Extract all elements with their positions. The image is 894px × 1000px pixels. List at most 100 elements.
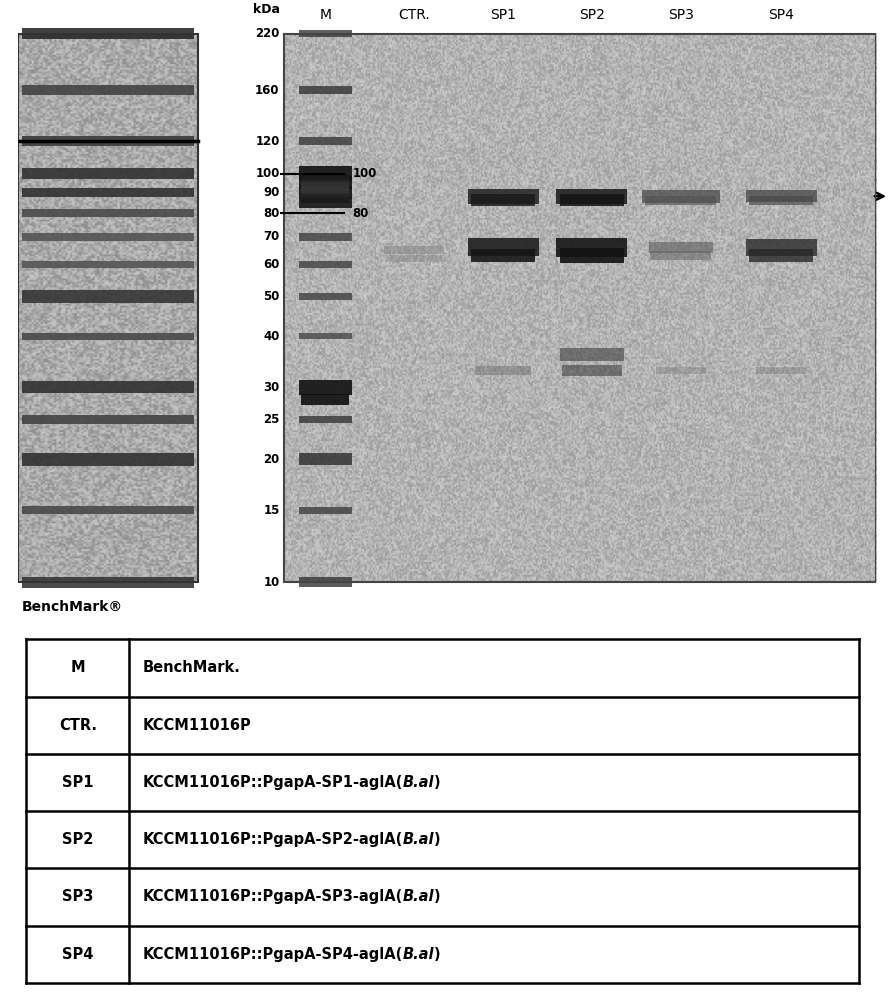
Bar [651, 251, 711, 260]
Bar [22, 506, 194, 514]
Bar [556, 189, 628, 204]
Text: SP1: SP1 [490, 8, 516, 22]
Bar [301, 174, 350, 176]
Text: 30: 30 [264, 381, 280, 394]
Bar [299, 30, 352, 37]
Text: 40: 40 [263, 330, 280, 343]
Bar [301, 195, 350, 198]
Text: B.al: B.al [402, 947, 434, 962]
Text: CTR.: CTR. [59, 718, 97, 733]
Text: 80: 80 [263, 207, 280, 220]
Bar [746, 190, 817, 202]
Text: 50: 50 [263, 290, 280, 303]
Bar [749, 196, 814, 205]
Bar [22, 577, 194, 588]
Bar [301, 198, 350, 200]
Text: KCCM11016P::PgapA-SP2-aglA(: KCCM11016P::PgapA-SP2-aglA( [142, 832, 402, 847]
Text: SP1: SP1 [63, 775, 94, 790]
Bar [22, 28, 194, 39]
Bar [561, 365, 622, 376]
Bar [560, 348, 624, 361]
Text: 15: 15 [263, 504, 280, 517]
Bar [284, 34, 876, 582]
Bar [556, 238, 628, 257]
Bar [471, 194, 535, 206]
Bar [299, 137, 352, 145]
Text: 160: 160 [255, 84, 280, 97]
Bar [642, 190, 720, 203]
Bar [22, 188, 194, 197]
Bar [299, 577, 352, 587]
Text: SP2: SP2 [579, 8, 605, 22]
Text: 220: 220 [256, 27, 280, 40]
Text: SP4: SP4 [63, 947, 94, 962]
Bar [22, 290, 194, 303]
Bar [386, 255, 443, 262]
Bar [656, 367, 705, 374]
Text: ): ) [434, 947, 441, 962]
Text: BenchMark.: BenchMark. [142, 660, 240, 675]
Text: B.al: B.al [402, 889, 434, 904]
Bar [299, 507, 352, 514]
Bar [299, 261, 352, 268]
Bar [645, 196, 716, 205]
Text: SP3: SP3 [63, 889, 94, 904]
Text: 100: 100 [256, 167, 280, 180]
Bar [299, 197, 352, 208]
Bar [299, 86, 352, 94]
Text: 20: 20 [264, 453, 280, 466]
Text: 60: 60 [263, 258, 280, 271]
Text: ): ) [434, 832, 441, 847]
Bar [22, 261, 194, 268]
Bar [22, 85, 194, 95]
Bar [299, 333, 352, 339]
Text: 100: 100 [352, 167, 377, 180]
Text: 70: 70 [264, 230, 280, 243]
Bar [22, 136, 194, 146]
Text: SP4: SP4 [769, 8, 794, 22]
Text: SP3: SP3 [668, 8, 694, 22]
Bar [299, 416, 352, 423]
Bar [560, 248, 624, 263]
Bar [560, 194, 624, 206]
Bar [475, 366, 531, 375]
Text: KCCM11016P::PgapA-SP4-aglA(: KCCM11016P::PgapA-SP4-aglA( [142, 947, 402, 962]
Text: SP2: SP2 [63, 832, 94, 847]
Bar [22, 333, 194, 340]
Text: B.al: B.al [402, 775, 434, 790]
Bar [301, 183, 350, 186]
Bar [301, 181, 350, 184]
Text: ): ) [434, 889, 441, 904]
Bar [301, 394, 350, 405]
Bar [749, 249, 814, 262]
Text: M: M [319, 8, 332, 22]
Bar [301, 186, 350, 188]
Bar [22, 209, 194, 217]
Bar [301, 188, 350, 191]
Text: BenchMark®: BenchMark® [22, 600, 123, 614]
Bar [301, 179, 350, 181]
Bar [468, 189, 538, 204]
Text: B.al: B.al [402, 832, 434, 847]
Bar [649, 242, 713, 253]
Bar [301, 176, 350, 179]
Text: CTR.: CTR. [399, 8, 430, 22]
Text: 80: 80 [352, 207, 369, 220]
Bar [22, 415, 194, 424]
Bar [299, 380, 352, 395]
Bar [384, 246, 444, 254]
Bar [22, 453, 194, 466]
Text: 25: 25 [263, 413, 280, 426]
Bar [746, 239, 817, 256]
Bar [299, 176, 352, 189]
Text: 120: 120 [256, 135, 280, 148]
Bar [299, 186, 352, 199]
Text: 10: 10 [264, 576, 280, 589]
Text: ): ) [434, 775, 441, 790]
Bar [299, 453, 352, 465]
Bar [22, 168, 194, 179]
Bar [301, 193, 350, 196]
Text: KCCM11016P: KCCM11016P [142, 718, 251, 733]
Bar [301, 200, 350, 203]
Bar [756, 367, 806, 374]
